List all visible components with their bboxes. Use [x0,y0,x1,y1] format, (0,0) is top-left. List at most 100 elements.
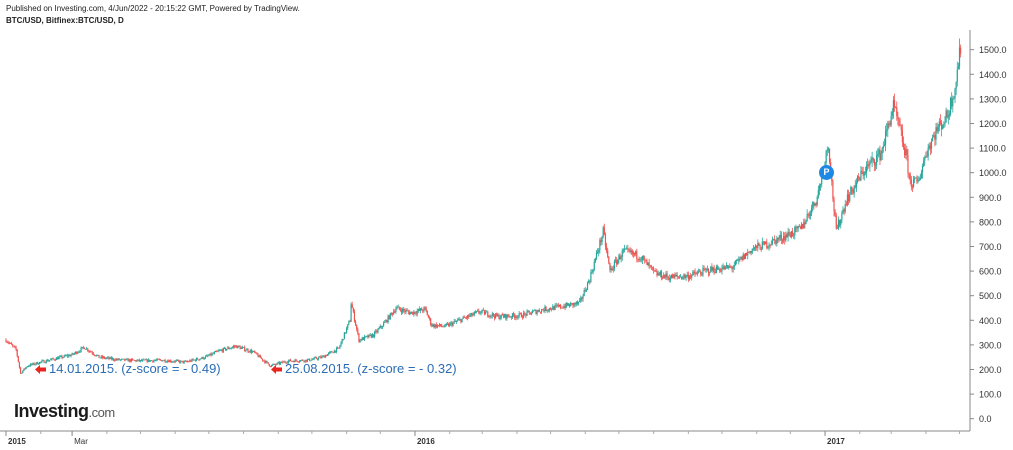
candle-body [716,266,719,270]
candle-body [487,311,489,317]
candle-body [379,325,381,328]
candle-body [927,147,929,157]
candle-body [619,255,621,260]
candle-body [283,361,285,363]
candle-body [813,201,815,206]
candle-body [648,262,650,266]
position-marker-icon[interactable]: P [819,165,834,180]
candle-body [888,123,890,124]
candle-body [691,274,693,278]
candle-body [891,112,893,117]
candle-body [932,137,934,141]
candle-body [157,358,159,360]
candle-body [24,368,26,370]
candle-body [90,351,92,353]
candle-body [432,324,434,327]
candle-body [573,302,575,306]
candle-body [545,306,547,311]
candle-body [790,231,793,237]
candle-body [95,355,97,357]
candle-body [704,269,706,270]
candle-body [655,271,657,273]
candle-body [114,360,116,361]
candle-body [154,360,156,362]
candle-body [698,271,701,273]
candle-body [105,358,107,359]
annotation-aug-2015: 25.08.2015. (z-score = - 0.32) [271,361,457,376]
candle-body [707,268,710,274]
candle-body [576,301,579,304]
candle-body [557,305,559,307]
candle-body [254,350,256,353]
candle-body [168,360,171,363]
candle-body [675,275,677,277]
candle-body [72,353,74,355]
candle-body [176,360,179,361]
candle-body [71,353,73,356]
candle-body [668,277,670,281]
candle-body [876,155,878,165]
candle-body [143,359,145,361]
candle-body [497,315,499,316]
candle-body [180,360,182,363]
candle-body [184,361,186,362]
candle-body [232,346,235,348]
candle-body [323,355,325,358]
candle-body [324,355,326,358]
candle-body [846,194,849,205]
candle-body [771,239,773,245]
candle-body [762,241,765,243]
candle-body [673,274,675,279]
candle-body [753,247,756,249]
candle-body [812,201,814,208]
candle-body [780,234,782,241]
candle-body [480,311,482,313]
candle-body [226,348,228,351]
candle-body [697,271,700,273]
candle-body [902,142,905,148]
candle-body [805,220,807,225]
candle-body [874,164,877,166]
candle-body [808,214,810,216]
candle-body [46,360,49,362]
candle-body [535,309,537,314]
candle-body [45,360,47,363]
candle-body [270,365,273,367]
candle-body [84,349,87,350]
candle-body [121,358,124,360]
candle-body [212,353,214,355]
candle-body [748,252,750,253]
candle-body [637,258,639,260]
candle-body [170,360,172,362]
candle-body [599,240,601,251]
candle-body [687,274,689,280]
candle-body [486,311,488,313]
candle-body [289,359,292,362]
candle-body [340,342,342,346]
candle-body [203,358,205,360]
left-arrow-icon [271,365,282,374]
candle-body [851,186,853,191]
candle-body [359,339,361,342]
candle-body [695,273,697,275]
candle-body [741,256,743,261]
candle-body [731,267,733,269]
candle-body [502,315,505,318]
candle-body [937,126,939,132]
candle-body [384,321,386,324]
candle-body [26,366,28,368]
candle-body [393,311,395,315]
candle-body [940,122,943,130]
candle-body [118,358,120,360]
candle-body [839,219,841,226]
candle-body [566,302,568,306]
candle-body [138,359,140,362]
candle-body [551,309,553,311]
candle-body [686,274,688,276]
candle-body [350,304,352,322]
candle-body [549,308,552,310]
candle-body [586,282,589,290]
candle-body [493,315,496,319]
candle-body [617,260,619,265]
